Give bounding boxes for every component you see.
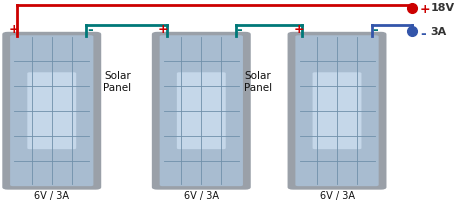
Text: 6V / 3A: 6V / 3A: [319, 190, 355, 200]
Text: Solar
Panel: Solar Panel: [243, 70, 272, 93]
Text: 6V / 3A: 6V / 3A: [184, 190, 219, 200]
Text: -: -: [87, 23, 93, 37]
Text: -: -: [372, 23, 378, 37]
FancyBboxPatch shape: [288, 33, 386, 190]
FancyBboxPatch shape: [160, 36, 243, 186]
FancyBboxPatch shape: [2, 33, 101, 190]
Text: +: +: [420, 3, 431, 16]
FancyBboxPatch shape: [27, 73, 76, 149]
FancyBboxPatch shape: [177, 73, 226, 149]
Text: 6V / 3A: 6V / 3A: [34, 190, 69, 200]
Text: +: +: [158, 23, 169, 36]
Text: -: -: [236, 23, 242, 37]
Text: 18V: 18V: [430, 3, 455, 13]
FancyBboxPatch shape: [152, 33, 251, 190]
Text: 3A: 3A: [430, 27, 446, 37]
Text: -: -: [420, 27, 426, 41]
FancyBboxPatch shape: [313, 73, 361, 149]
FancyBboxPatch shape: [10, 36, 94, 186]
FancyBboxPatch shape: [296, 36, 378, 186]
Text: Solar
Panel: Solar Panel: [103, 70, 131, 93]
Text: +: +: [294, 23, 304, 36]
Text: +: +: [8, 23, 19, 36]
